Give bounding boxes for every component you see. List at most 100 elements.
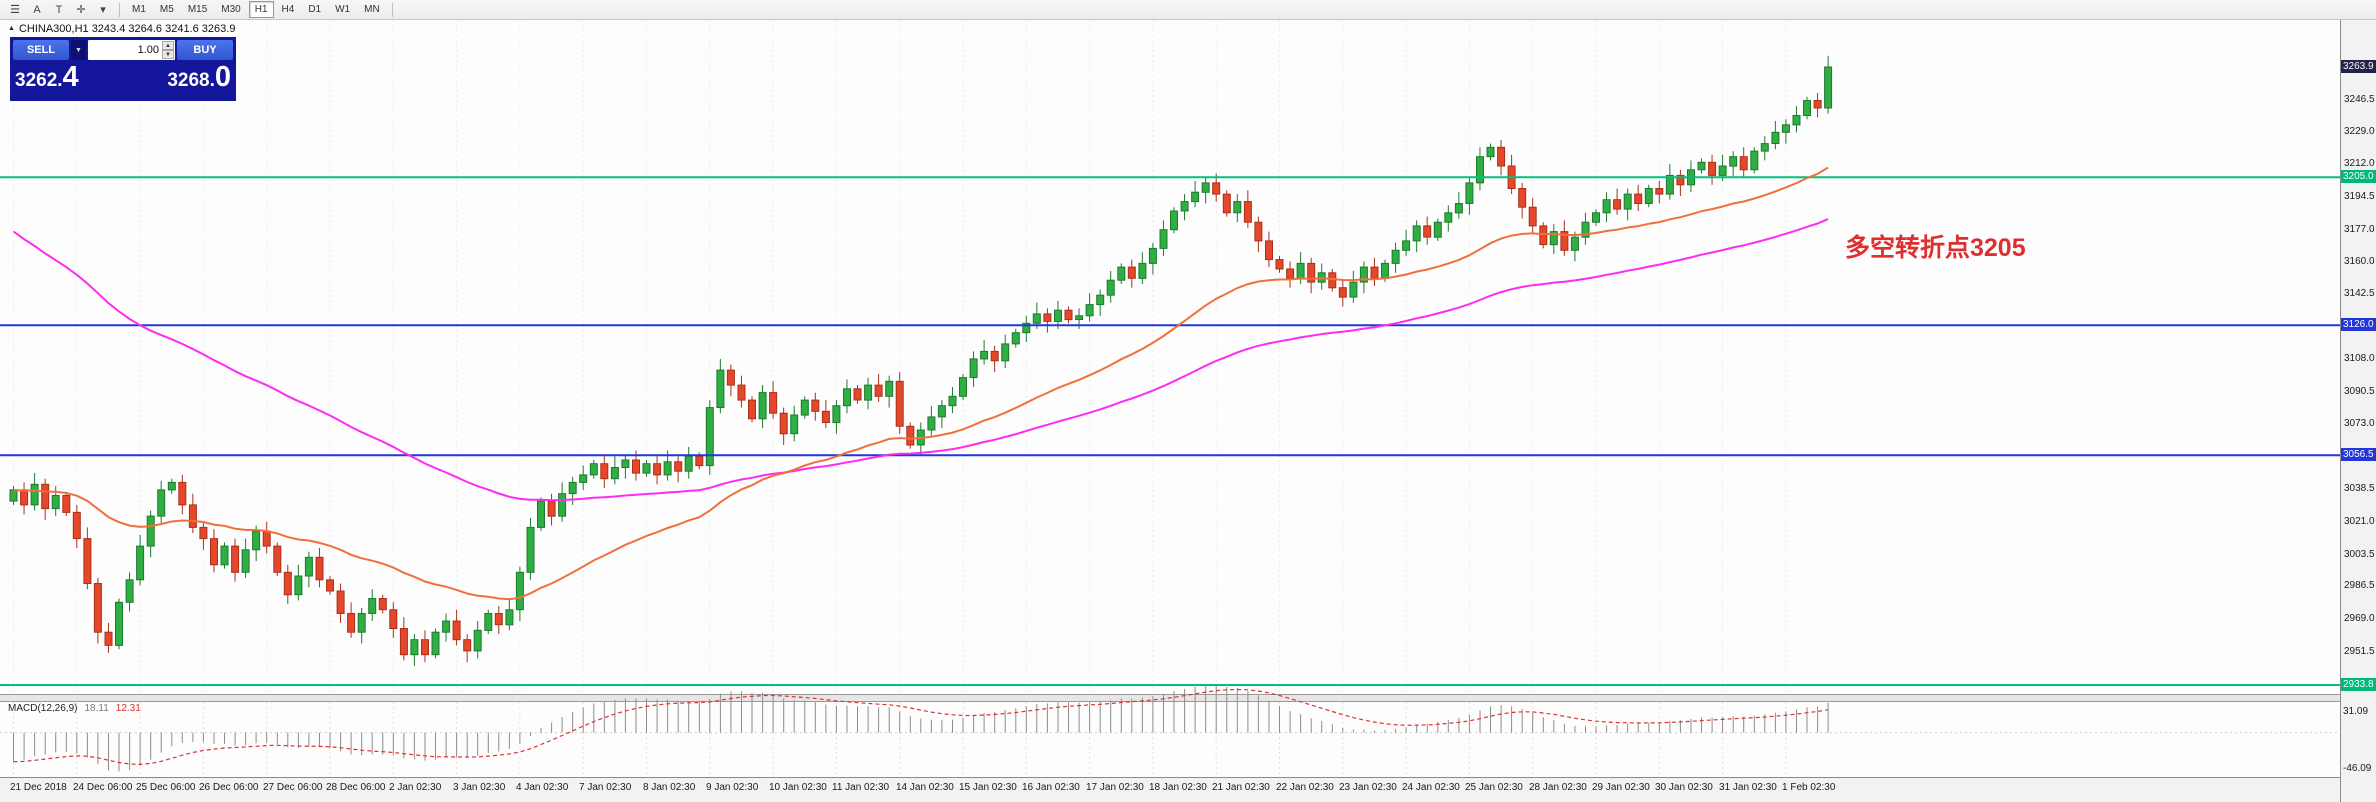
- time-axis: 21 Dec 2018 24 Dec 06:00 25 Dec 06:00 26 De…: [0, 777, 2340, 802]
- macd-signal-value: 12.31: [115, 703, 141, 714]
- time-axis-label: 28 Dec 06:00: [326, 782, 386, 793]
- time-axis-label: 27 Dec 06:00: [263, 782, 323, 793]
- toolbar-separator: [391, 2, 393, 17]
- spinner-up-icon[interactable]: ▲: [162, 41, 174, 50]
- text-tool-a-icon[interactable]: A: [33, 3, 41, 16]
- toolbar-icon-group: ☰ A T ✛ ▾: [4, 1, 114, 19]
- text-tool-t-icon[interactable]: T: [55, 3, 63, 16]
- time-axis-label: 28 Jan 02:30: [1529, 782, 1587, 793]
- time-axis-label: 14 Jan 02:30: [896, 782, 954, 793]
- chevron-down-icon[interactable]: ▾: [100, 4, 106, 16]
- time-axis-label: 2 Jan 02:30: [389, 782, 442, 793]
- price-axis-label: 3003.5: [2344, 549, 2375, 560]
- price-axis-label: 3142.5: [2344, 288, 2375, 299]
- price-axis-label: 3246.5: [2344, 94, 2375, 105]
- macd-axis-label: 31.09: [2343, 706, 2369, 717]
- volume-input[interactable]: 1.00 ▲ ▼: [88, 40, 175, 60]
- time-axis-label: 21 Jan 02:30: [1212, 782, 1270, 793]
- time-axis-label: 31 Jan 02:30: [1719, 782, 1777, 793]
- macd-signal-line: [13, 688, 1829, 766]
- time-axis-label: 10 Jan 02:30: [769, 782, 827, 793]
- price-axis-flag: 2933.8: [2341, 678, 2376, 691]
- time-axis-label: 15 Jan 02:30: [959, 782, 1017, 793]
- macd-axis-label: -46.09: [2343, 763, 2372, 774]
- ma-slow-line: [12, 218, 1829, 502]
- timeframe-M15[interactable]: M15: [187, 4, 208, 15]
- time-axis-label: 4 Jan 02:30: [516, 782, 569, 793]
- grid-layer: [13, 20, 1787, 777]
- price-axis-label: 3108.0: [2344, 353, 2375, 364]
- price-axis-label: 3194.5: [2344, 191, 2375, 202]
- time-axis-label: 24 Jan 02:30: [1402, 782, 1460, 793]
- price-axis-label: 2986.5: [2344, 580, 2375, 591]
- time-axis-label: 17 Jan 02:30: [1086, 782, 1144, 793]
- timeframe-W1[interactable]: W1: [335, 4, 351, 15]
- chart-canvas[interactable]: [0, 20, 2340, 777]
- volume-value: 1.00: [137, 44, 159, 56]
- time-axis-label: 18 Jan 02:30: [1149, 782, 1207, 793]
- candles-layer: [9, 55, 1833, 666]
- timeframe-D1[interactable]: D1: [308, 4, 322, 15]
- price-axis-label: 2951.5: [2344, 646, 2375, 657]
- price-axis-label: 3073.0: [2344, 418, 2375, 429]
- time-axis-label: 9 Jan 02:30: [706, 782, 759, 793]
- macd-name: MACD(12,26,9): [8, 703, 78, 714]
- chart-marker-icon: ▲: [8, 25, 15, 32]
- time-axis-label: 24 Dec 06:00: [73, 782, 133, 793]
- one-click-trade-panel: SELL ▼ 1.00 ▲ ▼ BUY 3262.4 3268.0: [10, 37, 236, 101]
- chart-annotation: 多空转折点3205: [1845, 234, 2026, 262]
- buy-price[interactable]: 3268.0: [167, 61, 231, 93]
- time-axis-label: 1 Feb 02:30: [1782, 782, 1836, 793]
- price-axis: 3246.5 3229.0 3212.0 3194.5 3177.0 3160.0 3142…: [2340, 20, 2376, 802]
- price-axis-label: 3177.0: [2344, 224, 2375, 235]
- time-axis-label: 23 Jan 02:30: [1339, 782, 1397, 793]
- time-axis-label: 11 Jan 02:30: [832, 782, 890, 793]
- spinner-down-icon[interactable]: ▼: [162, 50, 174, 59]
- price-axis-flag: 3126.0: [2341, 318, 2376, 331]
- time-axis-label: 16 Jan 02:30: [1022, 782, 1080, 793]
- top-toolbar: ☰ A T ✛ ▾ M1 M5 M15 M30 H1 H4 D1 W1 MN: [0, 0, 2376, 20]
- time-axis-label: 3 Jan 02:30: [453, 782, 506, 793]
- price-axis-label: 3090.5: [2344, 386, 2375, 397]
- ohlc-readout: ▲ CHINA300,H1 3243.4 3264.6 3241.6 3263.9: [8, 23, 235, 35]
- price-axis-label: 3021.0: [2344, 516, 2375, 527]
- timeframe-button-group: M1 M5 M15 M30 H1 H4 D1 W1 MN: [125, 1, 387, 18]
- price-axis-label: 2969.0: [2344, 613, 2375, 624]
- time-axis-label: 8 Jan 02:30: [643, 782, 696, 793]
- timeframe-H1[interactable]: H1: [248, 1, 274, 18]
- ma-fast-line: [13, 166, 1829, 601]
- ohlc-readout-text: CHINA300,H1 3243.4 3264.6 3241.6 3263.9: [18, 23, 236, 35]
- order-type-dropdown[interactable]: ▼: [71, 40, 86, 60]
- sell-button[interactable]: SELL: [13, 40, 69, 60]
- macd-main-value: 18.11: [84, 703, 109, 714]
- price-axis-label: 3212.0: [2344, 158, 2375, 169]
- price-axis-label: 3160.0: [2344, 256, 2375, 267]
- timeframe-M1[interactable]: M1: [132, 4, 146, 15]
- time-axis-label: 7 Jan 02:30: [579, 782, 632, 793]
- time-axis-label: 21 Dec 2018: [10, 782, 67, 793]
- macd-indicator-label: MACD(12,26,9) 18.11 12.31: [8, 703, 141, 714]
- macd-histogram: [13, 684, 1829, 772]
- time-axis-label: 29 Jan 02:30: [1592, 782, 1650, 793]
- menu-icon[interactable]: ☰: [10, 4, 20, 16]
- price-axis-label: 3038.5: [2344, 483, 2375, 494]
- buy-button[interactable]: BUY: [177, 40, 233, 60]
- timeframe-H4[interactable]: H4: [281, 4, 295, 15]
- time-axis-label: 30 Jan 02:30: [1655, 782, 1713, 793]
- level-lines: [0, 176, 2340, 686]
- price-axis-label: 3229.0: [2344, 126, 2375, 137]
- time-axis-label: 22 Jan 02:30: [1276, 782, 1334, 793]
- sell-price[interactable]: 3262.4: [15, 61, 79, 93]
- time-axis-label: 25 Jan 02:30: [1465, 782, 1523, 793]
- time-axis-label: 26 Dec 06:00: [199, 782, 259, 793]
- timeframe-M30[interactable]: M30: [221, 4, 241, 15]
- crosshair-icon[interactable]: ✛: [76, 4, 86, 16]
- timeframe-M5[interactable]: M5: [159, 4, 174, 15]
- toolbar-separator: [119, 2, 120, 17]
- time-axis-label: 25 Dec 06:00: [136, 782, 196, 793]
- price-axis-flag: 3056.5: [2341, 448, 2376, 461]
- price-axis-flag: 3205.0: [2341, 170, 2376, 183]
- timeframe-MN[interactable]: MN: [364, 4, 380, 15]
- volume-spinner: ▲ ▼: [162, 41, 174, 59]
- price-axis-flag: 3263.9: [2341, 60, 2376, 73]
